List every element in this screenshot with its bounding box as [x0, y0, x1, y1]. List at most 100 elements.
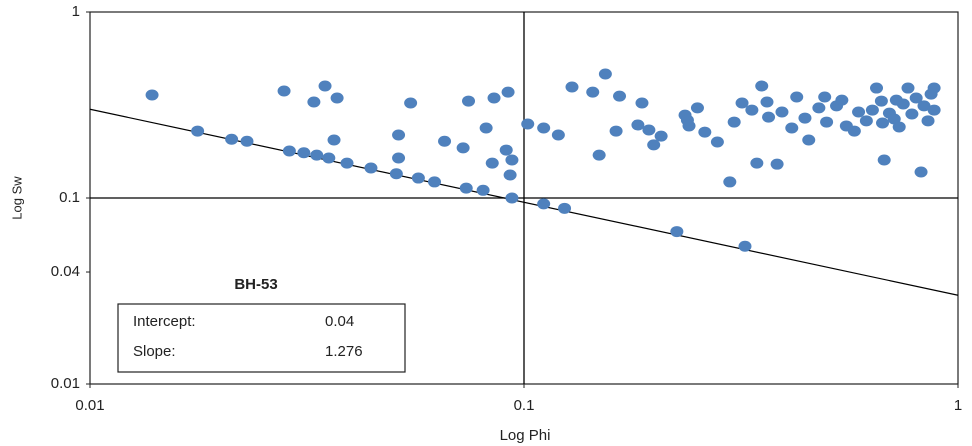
annotation-title: BH-53 — [234, 276, 277, 293]
data-point — [710, 136, 724, 148]
data-point — [901, 82, 915, 94]
data-point — [859, 115, 873, 127]
data-point — [598, 68, 612, 80]
data-point — [565, 81, 579, 93]
data-point — [505, 154, 519, 166]
data-point — [501, 86, 515, 98]
data-point — [537, 122, 551, 134]
data-point — [775, 106, 789, 118]
data-point — [690, 102, 704, 114]
annotation-value: 1.276 — [325, 343, 363, 360]
data-point — [760, 96, 774, 108]
data-point — [909, 92, 923, 104]
data-point — [874, 95, 888, 107]
data-point — [698, 126, 712, 138]
data-point — [847, 125, 861, 137]
data-point — [340, 157, 354, 169]
data-point — [876, 117, 890, 129]
x-axis-label: Log Phi — [500, 427, 551, 444]
data-point — [145, 89, 159, 101]
x-tick-label: 1 — [954, 397, 962, 414]
data-point — [889, 94, 903, 106]
data-point — [240, 135, 254, 147]
annotation-value: 0.04 — [325, 313, 354, 330]
data-point — [318, 80, 332, 92]
data-point — [586, 86, 600, 98]
data-point — [812, 102, 826, 114]
annotation-label: Intercept: — [133, 313, 196, 330]
data-point — [654, 130, 668, 142]
data-point — [592, 149, 606, 161]
data-point — [389, 168, 403, 180]
data-point — [927, 82, 941, 94]
data-point — [225, 133, 239, 145]
annotation-label: Slope: — [133, 343, 176, 360]
data-point — [755, 80, 769, 92]
data-point — [745, 104, 759, 116]
data-point — [735, 97, 749, 109]
data-point — [613, 90, 627, 102]
data-point — [322, 152, 336, 164]
data-point — [277, 85, 291, 97]
data-point — [459, 182, 473, 194]
data-point — [785, 122, 799, 134]
data-point — [927, 104, 941, 116]
y-axis-label: Log Sw — [9, 176, 24, 220]
data-point — [865, 104, 879, 116]
data-point — [438, 135, 452, 147]
data-point — [680, 114, 694, 126]
data-point — [770, 158, 784, 170]
data-point — [499, 144, 513, 156]
y-tick-label: 0.1 — [59, 189, 80, 206]
data-point — [551, 129, 565, 141]
data-point — [820, 116, 834, 128]
x-tick-label: 0.1 — [514, 397, 535, 414]
data-point — [727, 116, 741, 128]
data-point — [762, 111, 776, 123]
data-point — [191, 125, 205, 137]
data-point — [282, 145, 296, 157]
data-point — [750, 157, 764, 169]
data-point — [462, 95, 476, 107]
data-point — [647, 139, 661, 151]
data-point — [537, 198, 551, 210]
data-point — [392, 152, 406, 164]
y-tick-label: 0.01 — [51, 375, 80, 392]
data-point — [802, 134, 816, 146]
data-point — [521, 118, 535, 130]
data-point — [631, 119, 645, 131]
data-point — [877, 154, 891, 166]
data-point — [327, 134, 341, 146]
data-point — [411, 172, 425, 184]
data-point — [870, 82, 884, 94]
y-tick-label: 1 — [72, 3, 80, 20]
data-point — [670, 226, 684, 238]
data-point — [364, 162, 378, 174]
data-point — [505, 192, 519, 204]
data-point — [852, 106, 866, 118]
x-tick-label: 0.01 — [75, 397, 104, 414]
data-point — [642, 124, 656, 136]
data-point — [798, 112, 812, 124]
data-point — [476, 184, 490, 196]
data-point — [503, 169, 517, 181]
data-point — [914, 166, 928, 178]
data-point — [487, 92, 501, 104]
data-point — [917, 100, 931, 112]
data-point — [456, 142, 470, 154]
data-point — [558, 202, 572, 214]
data-point — [892, 121, 906, 133]
data-point — [905, 108, 919, 120]
data-point — [307, 96, 321, 108]
y-tick-label: 0.04 — [51, 263, 80, 280]
data-point — [790, 91, 804, 103]
data-point — [297, 147, 311, 159]
data-point — [738, 240, 752, 252]
data-point — [723, 176, 737, 188]
data-point — [404, 97, 418, 109]
data-point — [392, 129, 406, 141]
data-point — [330, 92, 344, 104]
data-point — [428, 176, 442, 188]
